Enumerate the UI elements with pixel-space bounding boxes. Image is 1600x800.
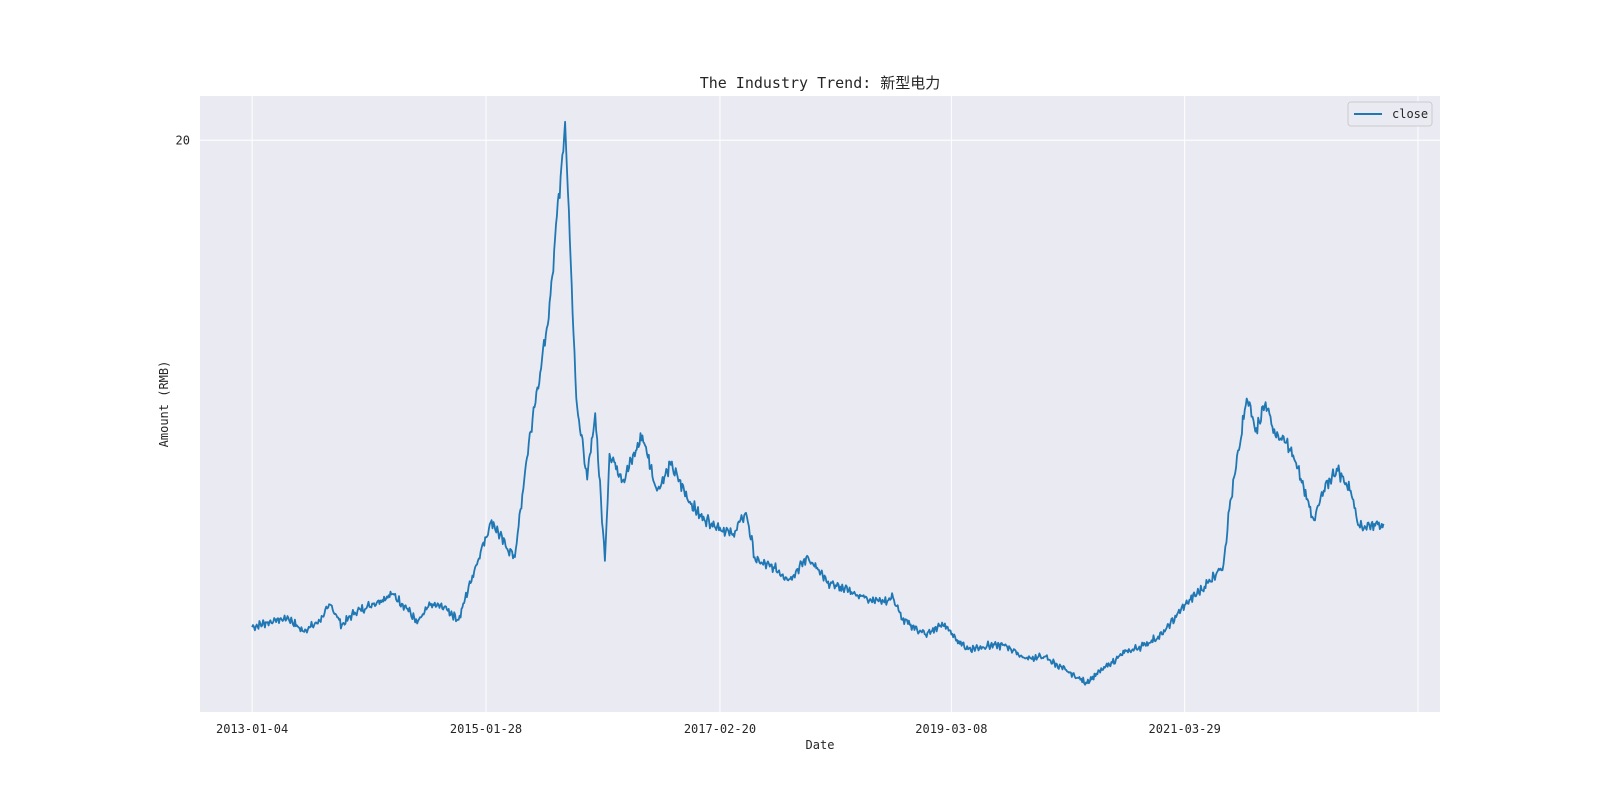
series-layer xyxy=(251,120,1385,686)
plot-background xyxy=(200,96,1440,712)
x-tick-label: 2013-01-04 xyxy=(216,722,288,736)
y-tick-label: 20 xyxy=(176,133,190,147)
legend-box xyxy=(1347,101,1433,127)
y-axis-label: Amount (RMB) xyxy=(157,361,171,448)
x-tick-label: 2017-02-20 xyxy=(684,722,756,736)
x-tick-label: 2019-03-08 xyxy=(915,722,987,736)
x-axis-label: Date xyxy=(806,738,835,752)
x-tick-label: 2015-01-28 xyxy=(450,722,522,736)
grid xyxy=(200,96,1440,712)
chart-title: The Industry Trend: 新型电力 xyxy=(700,74,941,92)
legend-label-close: close xyxy=(1392,107,1428,121)
legend: close xyxy=(1347,101,1433,127)
series-line-close xyxy=(251,120,1385,686)
tick-labels: 2013-01-04 2015-01-28 2017-02-20 2019-03-08… xyxy=(176,133,1221,736)
x-tick-label: 2021-03-29 xyxy=(1149,722,1221,736)
